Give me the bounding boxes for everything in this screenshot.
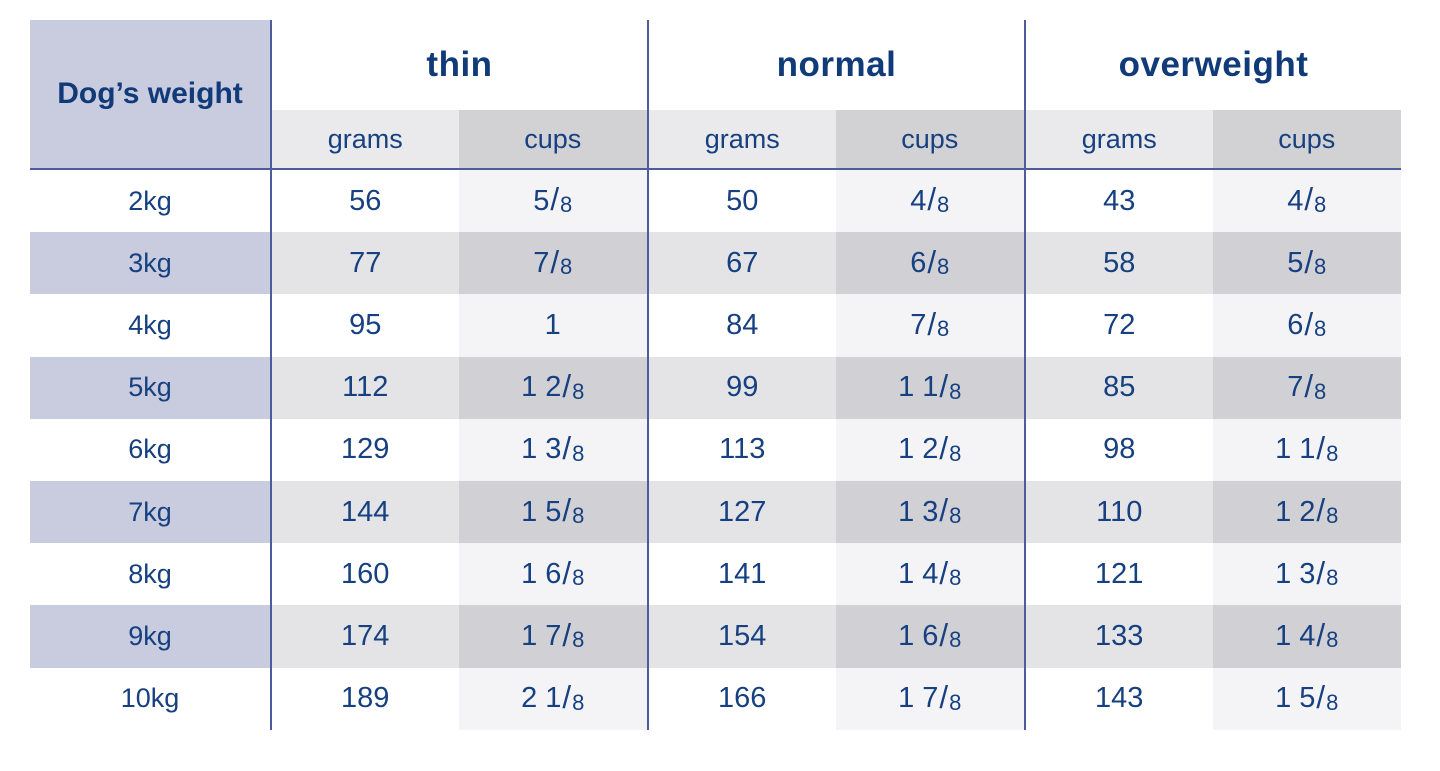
thin-cups-cell: 5/8 [458,170,647,233]
overweight-cups-cell: 1 5/8 [1212,667,1401,730]
normal-grams-cell: 141 [647,543,836,606]
thin-grams-cell: 112 [270,356,459,419]
normal-cups-cell: 1 7/8 [835,667,1024,730]
thin-cups-cell: 1 6/8 [458,543,647,606]
normal-cups-cell: 4/8 [835,170,1024,233]
normal-cups-cell: 1 3/8 [835,480,1024,544]
normal-cups-cell: 1 6/8 [835,605,1024,668]
thin-grams-cell: 77 [270,232,459,295]
overweight-grams-cell: 72 [1024,294,1213,357]
weight-cell: 4kg [128,309,172,340]
weight-cell: 9kg [30,605,270,668]
weight-cell: 10kg [120,683,180,714]
weight-cell: 3kg [30,232,270,295]
thin-grams-cell: 144 [270,480,459,544]
normal-grams-cell: 67 [647,232,836,295]
overweight-grams-cell: 143 [1024,667,1213,730]
thin-grams-cell: 129 [270,418,459,481]
thin-grams-cell: 56 [270,170,459,233]
normal-grams-cell: 50 [647,170,836,233]
corner-header-dogs-weight: Dog’s weight [30,20,270,170]
overweight-cups-cell: 5/8 [1212,232,1401,295]
overweight-grams-cell: 110 [1024,480,1213,544]
weight-cell: 7kg [30,480,270,544]
group-header-overweight: overweight [1024,20,1401,110]
overweight-grams-cell: 98 [1024,418,1213,481]
normal-grams-cell: 127 [647,480,836,544]
weight-cell: 6kg [128,434,172,465]
normal-cups-cell: 6/8 [835,232,1024,295]
overweight-cups-cell: 1 3/8 [1212,543,1401,606]
group-header-thin: thin [270,20,647,110]
thin-cups-cell: 7/8 [458,232,647,295]
group-header-normal: normal [647,20,1024,110]
overweight-cups-cell: 7/8 [1212,356,1401,419]
normal-cups-cell: 1 1/8 [835,356,1024,419]
normal-grams-cell: 84 [647,294,836,357]
subheader-thin-cups: cups [458,110,647,170]
subheader-overweight-grams: grams [1024,110,1213,170]
thin-cups-cell: 1 7/8 [458,605,647,668]
normal-cups-cell: 7/8 [835,294,1024,357]
weight-cell: 5kg [30,356,270,419]
normal-cups-cell: 1 2/8 [835,418,1024,481]
overweight-grams-cell: 85 [1024,356,1213,419]
overweight-grams-cell: 58 [1024,232,1213,295]
normal-grams-cell: 99 [647,356,836,419]
weight-cell: 2kg [128,185,172,216]
feeding-table: Dog’s weight thin normal overweight gram… [30,20,1401,730]
overweight-cups-cell: 1 4/8 [1212,605,1401,668]
overweight-cups-cell: 1 2/8 [1212,480,1401,544]
normal-grams-cell: 113 [647,418,836,481]
overweight-grams-cell: 121 [1024,543,1213,606]
thin-cups-cell: 1 [458,294,647,357]
overweight-cups-cell: 4/8 [1212,170,1401,233]
thin-grams-cell: 160 [270,543,459,606]
normal-cups-cell: 1 4/8 [835,543,1024,606]
overweight-cups-cell: 6/8 [1212,294,1401,357]
subheader-normal-cups: cups [835,110,1024,170]
subheader-overweight-cups: cups [1212,110,1401,170]
normal-grams-cell: 166 [647,667,836,730]
overweight-grams-cell: 43 [1024,170,1213,233]
thin-grams-cell: 174 [270,605,459,668]
subheader-normal-grams: grams [647,110,836,170]
thin-cups-cell: 1 5/8 [458,480,647,544]
thin-grams-cell: 95 [270,294,459,357]
weight-cell: 8kg [128,558,172,589]
overweight-grams-cell: 133 [1024,605,1213,668]
normal-grams-cell: 154 [647,605,836,668]
thin-cups-cell: 1 2/8 [458,356,647,419]
thin-cups-cell: 1 3/8 [458,418,647,481]
thin-grams-cell: 189 [270,667,459,730]
overweight-cups-cell: 1 1/8 [1212,418,1401,481]
thin-cups-cell: 2 1/8 [458,667,647,730]
subheader-thin-grams: grams [270,110,459,170]
